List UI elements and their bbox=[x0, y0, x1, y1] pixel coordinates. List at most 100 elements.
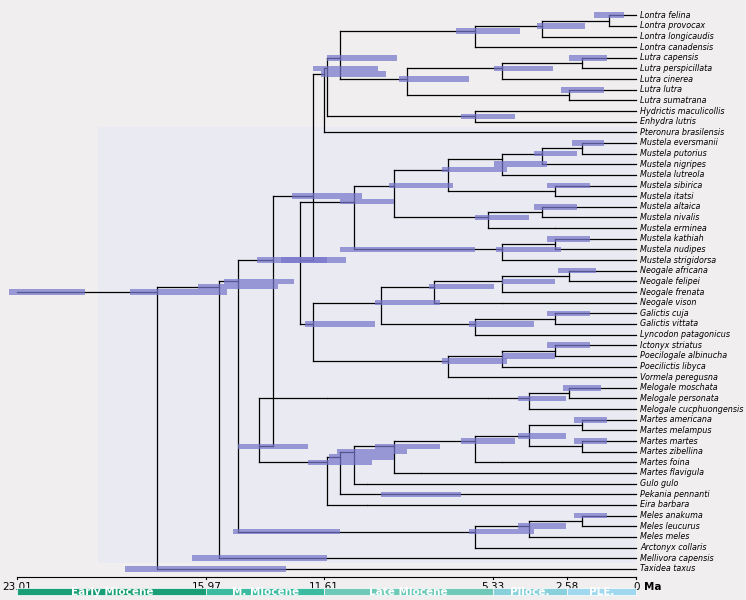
Text: Melogale personata: Melogale personata bbox=[640, 394, 719, 403]
Bar bbox=[518, 396, 566, 401]
Text: Mustela putorius: Mustela putorius bbox=[640, 149, 707, 158]
Text: 2.58: 2.58 bbox=[555, 582, 578, 592]
Bar bbox=[569, 55, 606, 61]
Text: Mustela lutreola: Mustela lutreola bbox=[640, 170, 704, 179]
Text: Lontra felina: Lontra felina bbox=[640, 11, 691, 20]
Bar bbox=[281, 257, 345, 263]
Bar bbox=[548, 236, 590, 242]
Bar bbox=[330, 454, 394, 460]
Bar bbox=[574, 438, 606, 444]
Bar bbox=[563, 385, 601, 391]
Text: Arctonyx collaris: Arctonyx collaris bbox=[640, 543, 706, 552]
Text: Ictonyx striatus: Ictonyx striatus bbox=[640, 341, 702, 350]
Bar bbox=[469, 321, 534, 327]
Text: Pekania pennanti: Pekania pennanti bbox=[640, 490, 709, 499]
Bar bbox=[207, 589, 324, 595]
Text: Poecilogale albinucha: Poecilogale albinucha bbox=[640, 352, 727, 361]
Text: Meles anakuma: Meles anakuma bbox=[640, 511, 703, 520]
Text: Lutra perspicillata: Lutra perspicillata bbox=[640, 64, 712, 73]
Text: Mellivora capensis: Mellivora capensis bbox=[640, 554, 714, 563]
Text: Late Miocene: Late Miocene bbox=[369, 587, 448, 597]
Bar bbox=[561, 87, 604, 92]
Bar bbox=[4, 289, 84, 295]
Bar bbox=[399, 76, 469, 82]
Bar bbox=[534, 204, 577, 209]
Bar bbox=[225, 278, 295, 284]
Text: Vormela peregusna: Vormela peregusna bbox=[640, 373, 718, 382]
Bar bbox=[518, 523, 566, 529]
Text: Lutra capensis: Lutra capensis bbox=[640, 53, 698, 62]
Text: Mustela nigripes: Mustela nigripes bbox=[640, 160, 706, 169]
Text: Meles meles: Meles meles bbox=[640, 532, 689, 541]
Bar bbox=[375, 300, 439, 305]
Bar bbox=[574, 513, 606, 518]
Text: Melogale cucphuongensis: Melogale cucphuongensis bbox=[640, 404, 744, 413]
Text: Lontra provocax: Lontra provocax bbox=[640, 22, 705, 31]
Text: Neogale frenata: Neogale frenata bbox=[640, 287, 704, 296]
Bar bbox=[238, 443, 308, 449]
Text: Martes martes: Martes martes bbox=[640, 437, 698, 446]
Bar bbox=[233, 529, 340, 535]
Bar bbox=[257, 257, 327, 263]
Bar bbox=[469, 529, 534, 535]
Text: Gulo gulo: Gulo gulo bbox=[640, 479, 679, 488]
Text: Pteronura brasilensis: Pteronura brasilensis bbox=[640, 128, 724, 137]
Text: Lyncodon patagonicus: Lyncodon patagonicus bbox=[640, 330, 730, 339]
Bar bbox=[496, 247, 561, 252]
Text: Martes foina: Martes foina bbox=[640, 458, 690, 467]
Bar bbox=[442, 167, 507, 172]
Text: Mustela itatsi: Mustela itatsi bbox=[640, 192, 694, 201]
Bar bbox=[324, 589, 492, 595]
Text: Melogale moschata: Melogale moschata bbox=[640, 383, 718, 392]
Bar bbox=[192, 556, 327, 561]
Bar bbox=[429, 284, 494, 289]
Bar bbox=[340, 247, 474, 252]
Text: Neogale africana: Neogale africana bbox=[640, 266, 708, 275]
Text: Taxidea taxus: Taxidea taxus bbox=[640, 565, 695, 574]
Text: 0: 0 bbox=[633, 582, 639, 592]
Text: Martes americana: Martes americana bbox=[640, 415, 712, 424]
Text: Mustela strigidorsa: Mustela strigidorsa bbox=[640, 256, 716, 265]
Text: Eira barbara: Eira barbara bbox=[640, 500, 689, 509]
Text: Neogale felipei: Neogale felipei bbox=[640, 277, 700, 286]
Text: Galictis cuja: Galictis cuja bbox=[640, 309, 689, 318]
Bar bbox=[595, 13, 624, 18]
Bar bbox=[494, 65, 553, 71]
Text: Mustela nudipes: Mustela nudipes bbox=[640, 245, 706, 254]
Bar bbox=[548, 311, 590, 316]
Bar bbox=[98, 127, 636, 563]
Bar bbox=[380, 491, 461, 497]
Text: M. Miocene: M. Miocene bbox=[231, 587, 298, 597]
Text: Galictis vittata: Galictis vittata bbox=[640, 319, 698, 328]
Bar bbox=[571, 140, 604, 146]
Text: Martes flavigula: Martes flavigula bbox=[640, 469, 704, 478]
Bar bbox=[389, 183, 453, 188]
Bar bbox=[548, 183, 590, 188]
Bar bbox=[574, 417, 606, 422]
Bar bbox=[461, 113, 515, 119]
Text: 5.33: 5.33 bbox=[481, 582, 504, 592]
Bar bbox=[536, 23, 585, 29]
Text: Neogale vison: Neogale vison bbox=[640, 298, 697, 307]
Text: Meles leucurus: Meles leucurus bbox=[640, 522, 700, 531]
Bar bbox=[501, 278, 556, 284]
Bar bbox=[456, 28, 521, 34]
Bar bbox=[292, 193, 362, 199]
Text: Mustela eversmanii: Mustela eversmanii bbox=[640, 139, 718, 148]
Text: Hydrictis maculicollis: Hydrictis maculicollis bbox=[640, 107, 724, 116]
Text: Early Miocene: Early Miocene bbox=[71, 587, 153, 597]
Text: PLE.: PLE. bbox=[589, 587, 614, 597]
Bar bbox=[308, 460, 372, 465]
Bar bbox=[494, 161, 548, 167]
Bar bbox=[327, 55, 397, 61]
Bar bbox=[501, 353, 556, 359]
Bar bbox=[442, 358, 507, 364]
Text: Lontra longicaudis: Lontra longicaudis bbox=[640, 32, 714, 41]
Text: Lutra cinerea: Lutra cinerea bbox=[640, 74, 693, 83]
Bar bbox=[125, 566, 286, 572]
Bar bbox=[518, 433, 566, 439]
Bar bbox=[322, 71, 386, 77]
Text: Mustela erminea: Mustela erminea bbox=[640, 224, 707, 233]
Bar bbox=[534, 151, 577, 157]
Bar bbox=[548, 343, 590, 348]
